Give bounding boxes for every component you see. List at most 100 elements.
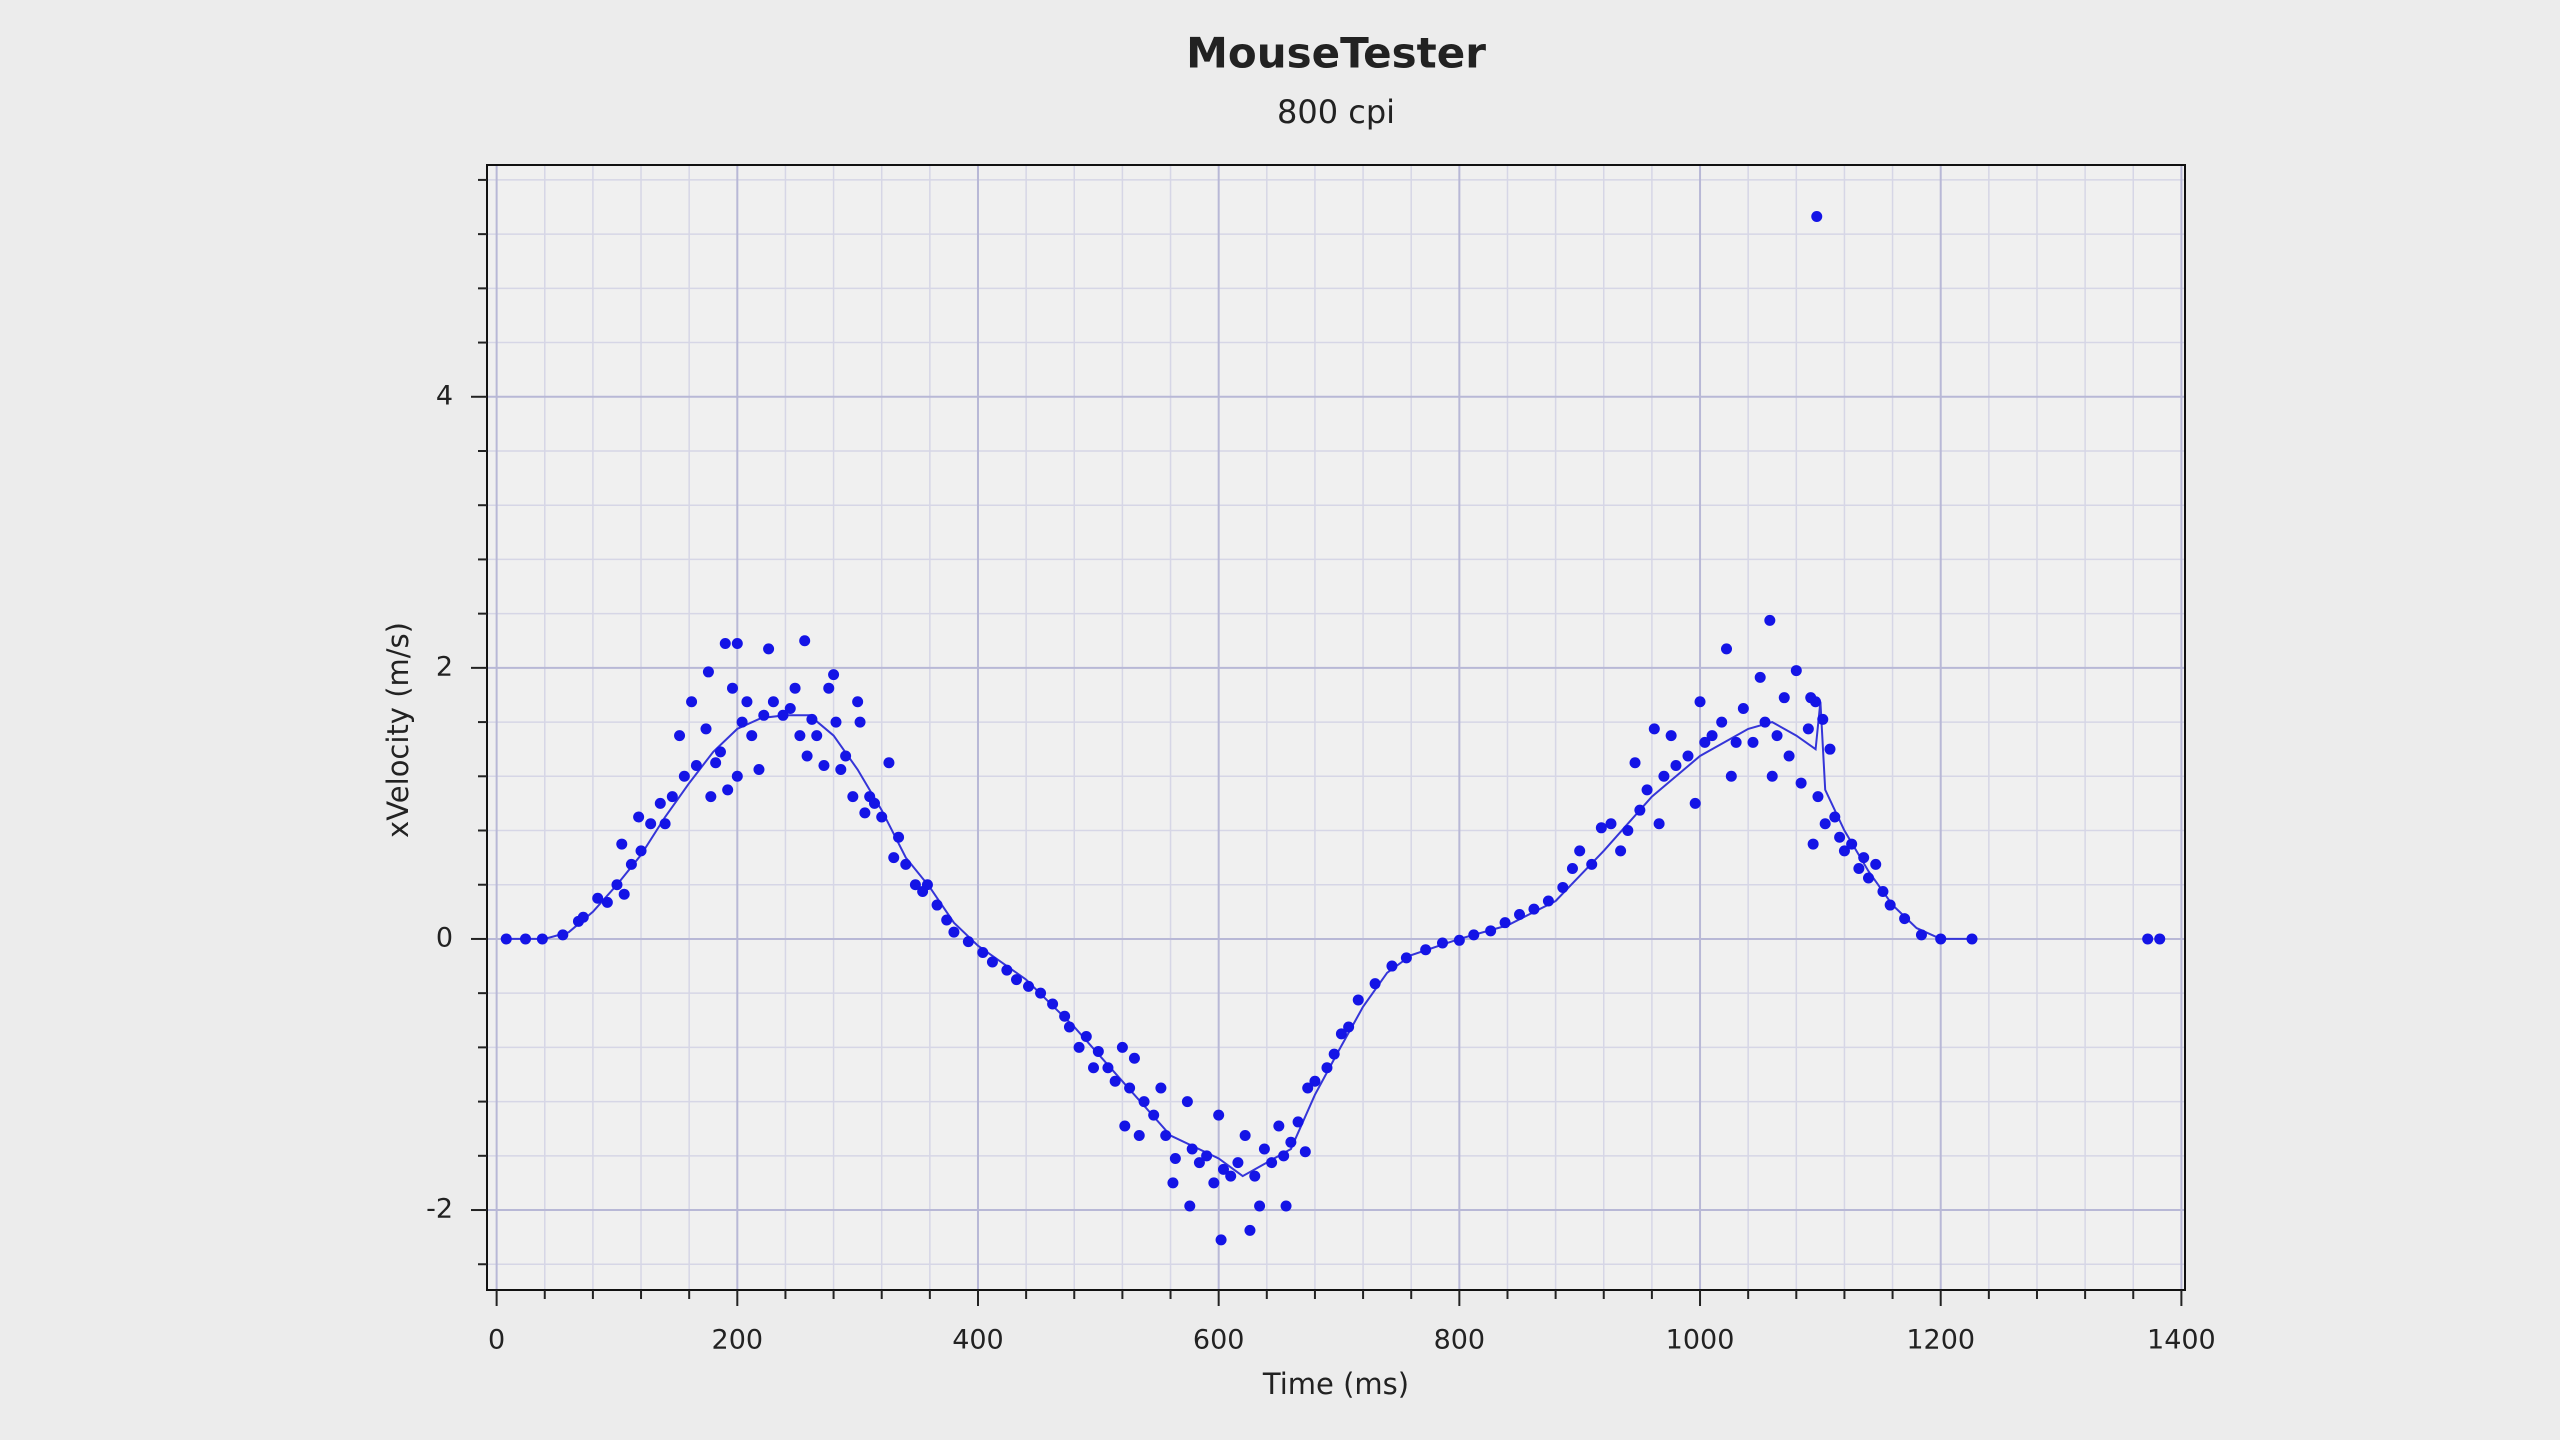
point — [601, 896, 613, 908]
point — [986, 956, 998, 968]
plot-border — [486, 164, 2186, 1291]
point — [1528, 903, 1540, 915]
point — [767, 696, 779, 708]
point — [1217, 1163, 1229, 1175]
point — [818, 759, 830, 771]
point — [1634, 804, 1646, 816]
point — [1092, 1045, 1104, 1057]
point — [828, 669, 840, 681]
point — [1155, 1082, 1167, 1094]
point — [659, 818, 671, 830]
point — [1343, 1021, 1355, 1033]
point — [1258, 1143, 1270, 1155]
point — [1468, 929, 1480, 941]
point — [1629, 757, 1641, 769]
point — [686, 696, 698, 708]
y-tick-label: 2 — [436, 651, 453, 682]
y-tick-label: 4 — [436, 380, 453, 411]
point — [1665, 730, 1677, 742]
point — [1001, 964, 1013, 976]
point — [710, 757, 722, 769]
point — [592, 892, 604, 904]
velocity-line — [506, 701, 1977, 1178]
point — [1802, 723, 1814, 735]
point — [1605, 818, 1617, 830]
point — [690, 759, 702, 771]
point — [500, 933, 512, 945]
point — [801, 750, 813, 762]
point — [811, 730, 823, 742]
point — [1747, 736, 1759, 748]
point — [941, 914, 953, 926]
point — [1615, 845, 1627, 857]
point — [1266, 1157, 1278, 1169]
y-tick-label: -2 — [426, 1194, 453, 1225]
point — [1846, 838, 1858, 850]
point — [799, 635, 811, 647]
point — [557, 929, 569, 941]
point — [1670, 759, 1682, 771]
point — [1273, 1120, 1285, 1132]
point — [1771, 730, 1783, 742]
point — [1754, 671, 1766, 683]
point — [1877, 886, 1889, 898]
point — [520, 933, 532, 945]
point — [731, 770, 743, 782]
point — [1485, 925, 1497, 937]
point — [1453, 934, 1465, 946]
point — [1278, 1150, 1290, 1162]
point — [1622, 825, 1634, 837]
point — [1966, 933, 1978, 945]
point — [1737, 703, 1749, 715]
point — [1935, 933, 1947, 945]
point — [1653, 818, 1665, 830]
y-tick-label: 0 — [436, 922, 453, 953]
point — [1400, 952, 1412, 964]
point — [1023, 980, 1035, 992]
point — [777, 709, 789, 721]
point — [1186, 1143, 1198, 1155]
point — [1863, 872, 1875, 884]
point — [900, 858, 912, 870]
point — [1706, 730, 1718, 742]
point — [1249, 1170, 1261, 1182]
point — [1819, 818, 1831, 830]
point — [1595, 822, 1607, 834]
point — [921, 879, 933, 891]
point — [1181, 1096, 1193, 1108]
point — [1138, 1096, 1150, 1108]
point — [1239, 1129, 1251, 1141]
point — [753, 764, 765, 776]
point — [1790, 665, 1802, 677]
point — [1870, 858, 1882, 870]
point — [577, 911, 589, 923]
point — [1899, 913, 1911, 925]
point — [746, 730, 758, 742]
x-tick-label: 1400 — [2147, 1325, 2216, 1356]
point — [1566, 862, 1578, 874]
point — [1716, 716, 1728, 728]
point — [722, 784, 734, 796]
point — [1730, 736, 1742, 748]
point — [763, 643, 775, 655]
point — [1213, 1109, 1225, 1121]
point — [1010, 974, 1022, 986]
point — [666, 791, 678, 803]
point — [758, 709, 770, 721]
point — [616, 838, 628, 850]
x-axis-label: Time (ms) — [1262, 1367, 1409, 1401]
point — [1254, 1200, 1266, 1212]
point — [1838, 845, 1850, 857]
point — [1225, 1170, 1237, 1182]
point — [859, 807, 871, 819]
point — [1824, 743, 1836, 755]
point — [674, 730, 686, 742]
point — [1184, 1200, 1196, 1212]
point — [702, 666, 714, 678]
point — [1658, 770, 1670, 782]
point — [1699, 736, 1711, 748]
point — [1244, 1224, 1256, 1236]
point — [868, 797, 880, 809]
point — [700, 723, 712, 735]
point — [1542, 895, 1554, 907]
